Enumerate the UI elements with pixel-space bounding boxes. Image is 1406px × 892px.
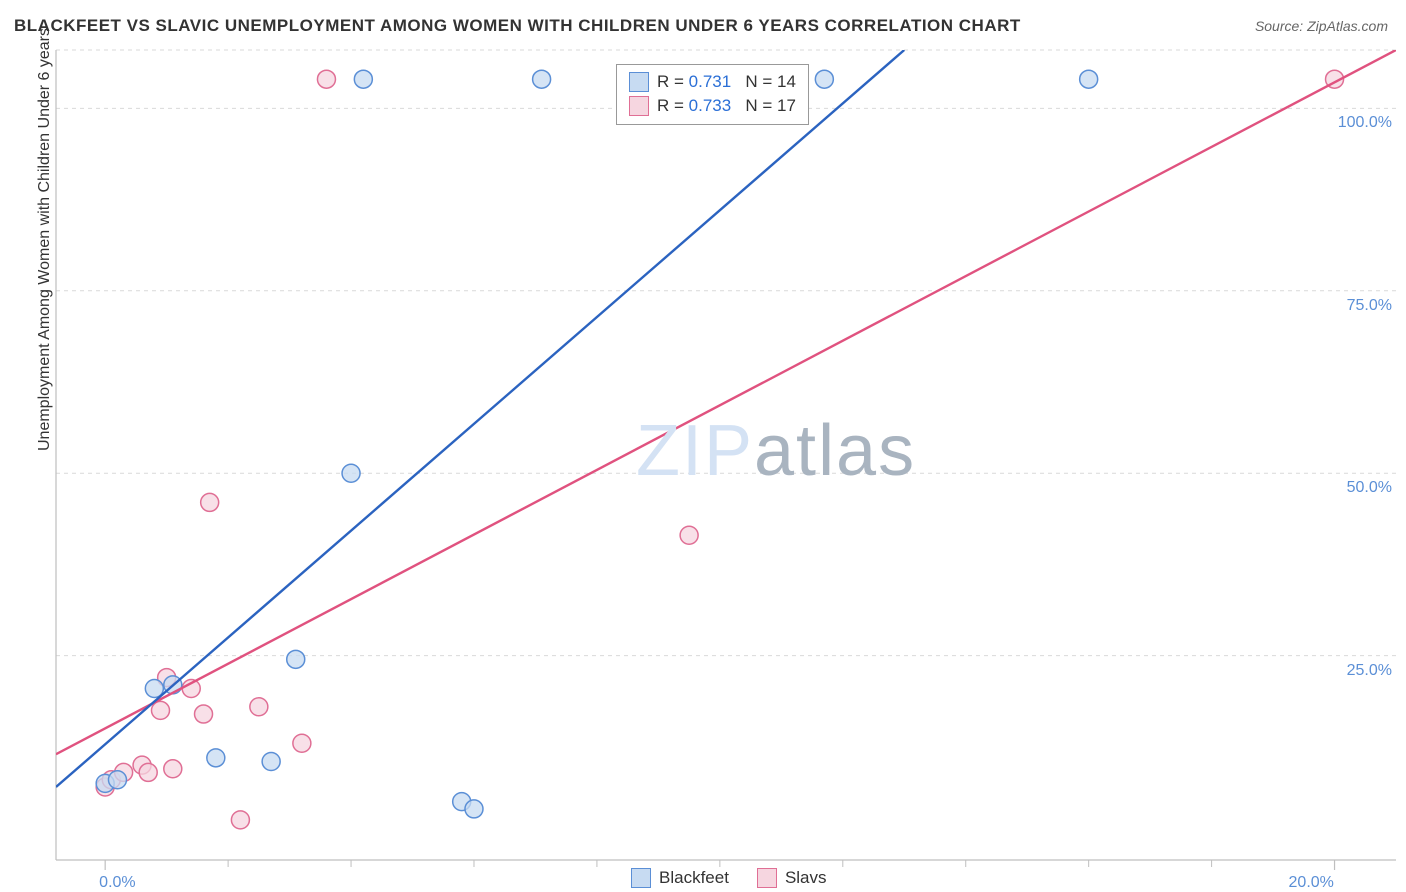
legend-stats: R = 0.733 N = 17 [657, 94, 796, 118]
legend-label: Slavs [785, 868, 827, 888]
correlation-legend: R = 0.731 N = 14R = 0.733 N = 17 [616, 64, 809, 125]
source-label: Source: ZipAtlas.com [1255, 18, 1388, 34]
y-tick-label: 100.0% [1338, 114, 1392, 132]
series-legend: Blackfeet Slavs [631, 868, 827, 888]
y-tick-label: 50.0% [1347, 479, 1392, 497]
legend-item: Blackfeet [631, 868, 729, 888]
legend-stats: R = 0.731 N = 14 [657, 70, 796, 94]
x-tick-label: 20.0% [1289, 874, 1334, 892]
legend-swatch [629, 72, 649, 92]
legend-swatch [631, 868, 651, 888]
chart-title: BLACKFEET VS SLAVIC UNEMPLOYMENT AMONG W… [14, 16, 1021, 36]
legend-label: Blackfeet [659, 868, 729, 888]
legend-item: Slavs [757, 868, 827, 888]
chart-container: BLACKFEET VS SLAVIC UNEMPLOYMENT AMONG W… [0, 0, 1406, 892]
y-axis-label: Unemployment Among Women with Children U… [36, 28, 54, 451]
x-tick-label: 0.0% [99, 874, 135, 892]
legend-swatch [629, 96, 649, 116]
y-tick-label: 25.0% [1347, 662, 1392, 680]
legend-row: R = 0.731 N = 14 [629, 70, 796, 94]
y-tick-label: 75.0% [1347, 297, 1392, 315]
chart-plot: 25.0%50.0%75.0%100.0%0.0%20.0%ZIPatlasR … [56, 50, 1396, 860]
legend-swatch [757, 868, 777, 888]
legend-row: R = 0.733 N = 17 [629, 94, 796, 118]
